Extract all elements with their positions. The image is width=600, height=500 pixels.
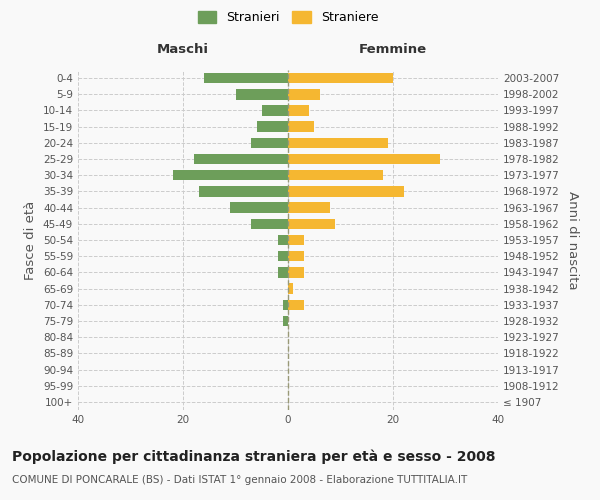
Bar bbox=[235, 89, 288, 100]
Bar bbox=[251, 138, 288, 148]
Y-axis label: Anni di nascita: Anni di nascita bbox=[566, 190, 579, 290]
Bar bbox=[230, 202, 288, 213]
Bar bbox=[204, 73, 288, 84]
Bar bbox=[288, 122, 314, 132]
Text: COMUNE DI PONCARALE (BS) - Dati ISTAT 1° gennaio 2008 - Elaborazione TUTTITALIA.: COMUNE DI PONCARALE (BS) - Dati ISTAT 1°… bbox=[12, 475, 467, 485]
Bar bbox=[288, 267, 304, 278]
Text: Popolazione per cittadinanza straniera per età e sesso - 2008: Popolazione per cittadinanza straniera p… bbox=[12, 450, 496, 464]
Bar bbox=[288, 202, 330, 213]
Bar bbox=[193, 154, 288, 164]
Bar bbox=[262, 105, 288, 116]
Bar bbox=[288, 138, 388, 148]
Bar bbox=[288, 251, 304, 262]
Bar bbox=[283, 300, 288, 310]
Bar bbox=[277, 267, 288, 278]
Bar bbox=[288, 89, 320, 100]
Bar bbox=[288, 218, 335, 229]
Bar bbox=[288, 73, 393, 84]
Legend: Stranieri, Straniere: Stranieri, Straniere bbox=[197, 11, 379, 24]
Bar bbox=[288, 170, 383, 180]
Bar bbox=[257, 122, 288, 132]
Bar bbox=[173, 170, 288, 180]
Bar bbox=[288, 300, 304, 310]
Text: Femmine: Femmine bbox=[359, 44, 427, 57]
Y-axis label: Fasce di età: Fasce di età bbox=[25, 200, 37, 280]
Text: Maschi: Maschi bbox=[157, 44, 209, 57]
Bar bbox=[277, 234, 288, 246]
Bar bbox=[288, 234, 304, 246]
Bar bbox=[288, 105, 309, 116]
Bar bbox=[288, 186, 404, 196]
Bar bbox=[251, 218, 288, 229]
Bar bbox=[199, 186, 288, 196]
Bar bbox=[277, 251, 288, 262]
Bar bbox=[288, 284, 293, 294]
Bar bbox=[283, 316, 288, 326]
Bar bbox=[288, 154, 440, 164]
